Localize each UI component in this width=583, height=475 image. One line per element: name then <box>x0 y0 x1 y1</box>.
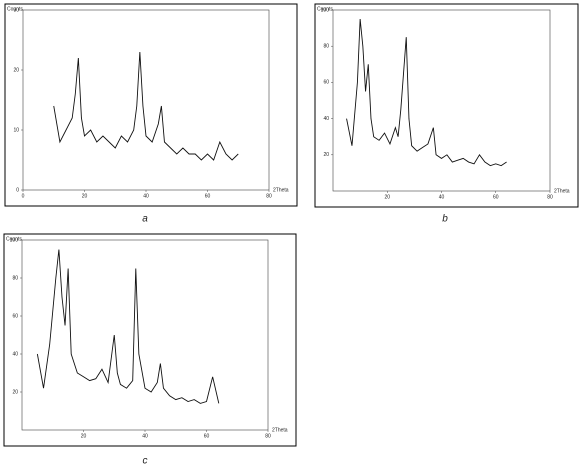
plot-frame <box>332 9 551 192</box>
y-tick-label: 80 <box>323 44 329 50</box>
x-tick-label: 0 <box>22 193 25 199</box>
y-tick-label: 20 <box>12 389 18 395</box>
y-tick-label: 20 <box>13 67 19 73</box>
y-axis-label: Counts <box>7 6 23 12</box>
y-tick-label: 0 <box>16 187 19 193</box>
panel-caption: b <box>442 214 448 225</box>
x-tick-label: 40 <box>439 194 445 200</box>
y-tick-label: 30 <box>13 7 19 13</box>
plot-frame <box>22 9 270 191</box>
pattern-line <box>36 249 220 404</box>
y-tick-label: 40 <box>323 116 329 122</box>
panel-caption: c <box>143 456 148 467</box>
x-tick-label: 20 <box>384 194 390 200</box>
x-axis-label: 2Theta <box>272 427 288 433</box>
panel-frame <box>314 3 579 208</box>
x-tick-label: 20 <box>81 433 87 439</box>
y-tick-label: 60 <box>12 313 18 319</box>
y-tick-label: 60 <box>323 80 329 86</box>
pattern-line <box>53 51 239 161</box>
y-tick-label: 10 <box>13 127 19 133</box>
pattern-line <box>346 19 507 167</box>
plot-frame <box>21 239 269 431</box>
y-tick-label: 40 <box>12 351 18 357</box>
panel-frame <box>4 3 298 207</box>
x-axis-label: 2Theta <box>273 187 289 193</box>
y-axis-label: Counts <box>6 236 22 242</box>
x-tick-label: 60 <box>493 194 499 200</box>
y-tick-label: 80 <box>12 275 18 281</box>
y-tick-label: 100 <box>321 7 330 13</box>
x-tick-label: 80 <box>547 194 553 200</box>
x-tick-label: 20 <box>82 193 88 199</box>
x-tick-label: 60 <box>204 433 210 439</box>
x-tick-label: 40 <box>143 193 149 199</box>
panel-frame <box>3 233 297 447</box>
y-tick-label: 100 <box>10 237 19 243</box>
x-axis-label: 2Theta <box>554 188 570 194</box>
x-tick-label: 80 <box>266 193 272 199</box>
y-tick-label: 20 <box>323 152 329 158</box>
x-tick-label: 80 <box>265 433 271 439</box>
y-axis-label: Counts <box>317 6 333 12</box>
x-tick-label: 40 <box>142 433 148 439</box>
panel-caption: a <box>142 214 148 225</box>
x-tick-label: 60 <box>205 193 211 199</box>
